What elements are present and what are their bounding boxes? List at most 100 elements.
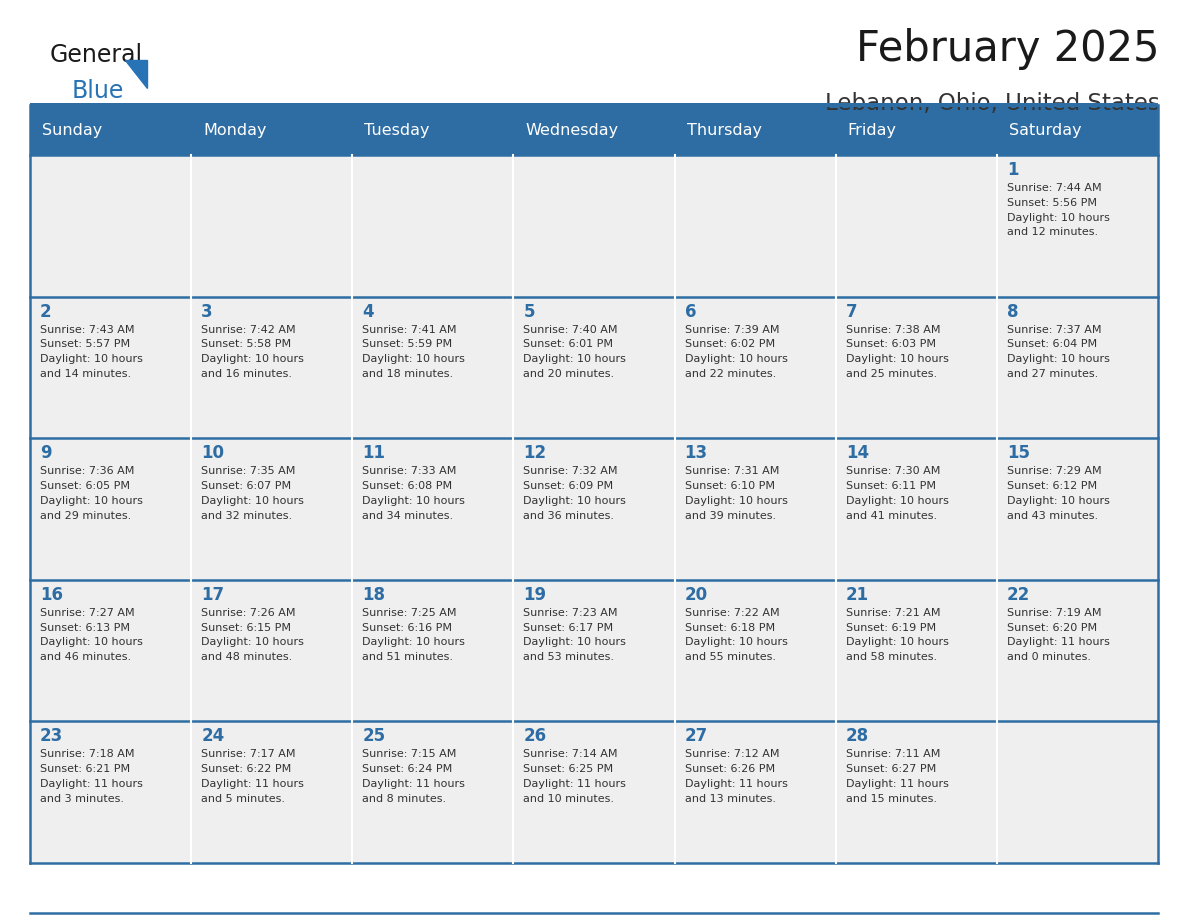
Text: Sunrise: 7:30 AM
Sunset: 6:11 PM
Daylight: 10 hours
and 41 minutes.: Sunrise: 7:30 AM Sunset: 6:11 PM Dayligh… <box>846 466 948 521</box>
Bar <box>191 438 353 580</box>
Text: 23: 23 <box>40 727 63 745</box>
Bar <box>997 297 1158 438</box>
Text: 20: 20 <box>684 586 708 604</box>
Text: Sunrise: 7:33 AM
Sunset: 6:08 PM
Daylight: 10 hours
and 34 minutes.: Sunrise: 7:33 AM Sunset: 6:08 PM Dayligh… <box>362 466 466 521</box>
Bar <box>835 297 997 438</box>
Bar <box>353 438 513 580</box>
Bar <box>191 297 353 438</box>
Text: 26: 26 <box>524 727 546 745</box>
Bar <box>30 105 1158 155</box>
Text: Sunrise: 7:44 AM
Sunset: 5:56 PM
Daylight: 10 hours
and 12 minutes.: Sunrise: 7:44 AM Sunset: 5:56 PM Dayligh… <box>1007 183 1110 238</box>
Text: 6: 6 <box>684 303 696 320</box>
Text: Sunrise: 7:26 AM
Sunset: 6:15 PM
Daylight: 10 hours
and 48 minutes.: Sunrise: 7:26 AM Sunset: 6:15 PM Dayligh… <box>201 608 304 662</box>
Text: 10: 10 <box>201 444 225 462</box>
Text: Saturday: Saturday <box>1009 122 1081 138</box>
Text: 4: 4 <box>362 303 374 320</box>
Text: Monday: Monday <box>203 122 266 138</box>
Bar <box>30 722 191 863</box>
Text: 22: 22 <box>1007 586 1030 604</box>
Bar <box>513 580 675 722</box>
Text: Sunrise: 7:25 AM
Sunset: 6:16 PM
Daylight: 10 hours
and 51 minutes.: Sunrise: 7:25 AM Sunset: 6:16 PM Dayligh… <box>362 608 466 662</box>
Text: 8: 8 <box>1007 303 1018 320</box>
Text: 28: 28 <box>846 727 868 745</box>
Bar <box>513 438 675 580</box>
Text: Sunrise: 7:15 AM
Sunset: 6:24 PM
Daylight: 11 hours
and 8 minutes.: Sunrise: 7:15 AM Sunset: 6:24 PM Dayligh… <box>362 749 466 804</box>
Bar <box>30 103 1158 107</box>
Text: 16: 16 <box>40 586 63 604</box>
Bar <box>835 722 997 863</box>
Text: 18: 18 <box>362 586 385 604</box>
Bar <box>30 155 191 297</box>
Text: Sunrise: 7:36 AM
Sunset: 6:05 PM
Daylight: 10 hours
and 29 minutes.: Sunrise: 7:36 AM Sunset: 6:05 PM Dayligh… <box>40 466 143 521</box>
Bar <box>191 722 353 863</box>
Bar <box>997 155 1158 297</box>
Text: 12: 12 <box>524 444 546 462</box>
Text: Sunrise: 7:12 AM
Sunset: 6:26 PM
Daylight: 11 hours
and 13 minutes.: Sunrise: 7:12 AM Sunset: 6:26 PM Dayligh… <box>684 749 788 804</box>
Text: 14: 14 <box>846 444 868 462</box>
Text: Sunrise: 7:35 AM
Sunset: 6:07 PM
Daylight: 10 hours
and 32 minutes.: Sunrise: 7:35 AM Sunset: 6:07 PM Dayligh… <box>201 466 304 521</box>
Text: 5: 5 <box>524 303 535 320</box>
Text: Sunrise: 7:32 AM
Sunset: 6:09 PM
Daylight: 10 hours
and 36 minutes.: Sunrise: 7:32 AM Sunset: 6:09 PM Dayligh… <box>524 466 626 521</box>
Bar <box>513 722 675 863</box>
Text: Sunrise: 7:27 AM
Sunset: 6:13 PM
Daylight: 10 hours
and 46 minutes.: Sunrise: 7:27 AM Sunset: 6:13 PM Dayligh… <box>40 608 143 662</box>
Bar <box>675 438 835 580</box>
Bar <box>353 297 513 438</box>
Text: 2: 2 <box>40 303 51 320</box>
Text: Blue: Blue <box>72 79 125 103</box>
Bar <box>513 155 675 297</box>
Text: Sunrise: 7:29 AM
Sunset: 6:12 PM
Daylight: 10 hours
and 43 minutes.: Sunrise: 7:29 AM Sunset: 6:12 PM Dayligh… <box>1007 466 1110 521</box>
Text: Sunrise: 7:18 AM
Sunset: 6:21 PM
Daylight: 11 hours
and 3 minutes.: Sunrise: 7:18 AM Sunset: 6:21 PM Dayligh… <box>40 749 143 804</box>
Bar <box>191 155 353 297</box>
Polygon shape <box>125 60 147 88</box>
Text: Tuesday: Tuesday <box>365 122 430 138</box>
Bar <box>997 438 1158 580</box>
Text: Sunrise: 7:41 AM
Sunset: 5:59 PM
Daylight: 10 hours
and 18 minutes.: Sunrise: 7:41 AM Sunset: 5:59 PM Dayligh… <box>362 325 466 379</box>
Text: 27: 27 <box>684 727 708 745</box>
Text: 13: 13 <box>684 444 708 462</box>
Text: Sunrise: 7:11 AM
Sunset: 6:27 PM
Daylight: 11 hours
and 15 minutes.: Sunrise: 7:11 AM Sunset: 6:27 PM Dayligh… <box>846 749 948 804</box>
Text: Sunday: Sunday <box>42 122 102 138</box>
Bar <box>835 580 997 722</box>
Bar <box>835 155 997 297</box>
Bar <box>353 722 513 863</box>
Bar <box>513 297 675 438</box>
Bar <box>30 438 191 580</box>
Bar <box>353 580 513 722</box>
Bar <box>30 297 191 438</box>
Bar <box>675 297 835 438</box>
Text: 17: 17 <box>201 586 225 604</box>
Text: Sunrise: 7:23 AM
Sunset: 6:17 PM
Daylight: 10 hours
and 53 minutes.: Sunrise: 7:23 AM Sunset: 6:17 PM Dayligh… <box>524 608 626 662</box>
Text: Sunrise: 7:38 AM
Sunset: 6:03 PM
Daylight: 10 hours
and 25 minutes.: Sunrise: 7:38 AM Sunset: 6:03 PM Dayligh… <box>846 325 948 379</box>
Text: Friday: Friday <box>848 122 897 138</box>
Text: Sunrise: 7:39 AM
Sunset: 6:02 PM
Daylight: 10 hours
and 22 minutes.: Sunrise: 7:39 AM Sunset: 6:02 PM Dayligh… <box>684 325 788 379</box>
Text: 19: 19 <box>524 586 546 604</box>
Text: 9: 9 <box>40 444 51 462</box>
Bar <box>997 580 1158 722</box>
Text: General: General <box>50 43 143 67</box>
Bar <box>191 580 353 722</box>
Text: 21: 21 <box>846 586 868 604</box>
Bar <box>675 722 835 863</box>
Text: Wednesday: Wednesday <box>525 122 619 138</box>
Text: Sunrise: 7:40 AM
Sunset: 6:01 PM
Daylight: 10 hours
and 20 minutes.: Sunrise: 7:40 AM Sunset: 6:01 PM Dayligh… <box>524 325 626 379</box>
Text: Sunrise: 7:21 AM
Sunset: 6:19 PM
Daylight: 10 hours
and 58 minutes.: Sunrise: 7:21 AM Sunset: 6:19 PM Dayligh… <box>846 608 948 662</box>
Text: Thursday: Thursday <box>687 122 762 138</box>
Text: Sunrise: 7:31 AM
Sunset: 6:10 PM
Daylight: 10 hours
and 39 minutes.: Sunrise: 7:31 AM Sunset: 6:10 PM Dayligh… <box>684 466 788 521</box>
Bar <box>353 155 513 297</box>
Text: Sunrise: 7:19 AM
Sunset: 6:20 PM
Daylight: 11 hours
and 0 minutes.: Sunrise: 7:19 AM Sunset: 6:20 PM Dayligh… <box>1007 608 1110 662</box>
Bar <box>30 580 191 722</box>
Bar <box>675 580 835 722</box>
Text: Sunrise: 7:14 AM
Sunset: 6:25 PM
Daylight: 11 hours
and 10 minutes.: Sunrise: 7:14 AM Sunset: 6:25 PM Dayligh… <box>524 749 626 804</box>
Text: Sunrise: 7:37 AM
Sunset: 6:04 PM
Daylight: 10 hours
and 27 minutes.: Sunrise: 7:37 AM Sunset: 6:04 PM Dayligh… <box>1007 325 1110 379</box>
Text: 3: 3 <box>201 303 213 320</box>
Text: Lebanon, Ohio, United States: Lebanon, Ohio, United States <box>826 92 1159 115</box>
Text: February 2025: February 2025 <box>857 28 1159 70</box>
Text: Sunrise: 7:17 AM
Sunset: 6:22 PM
Daylight: 11 hours
and 5 minutes.: Sunrise: 7:17 AM Sunset: 6:22 PM Dayligh… <box>201 749 304 804</box>
Text: 25: 25 <box>362 727 385 745</box>
Text: 7: 7 <box>846 303 858 320</box>
Text: 1: 1 <box>1007 161 1018 179</box>
Text: Sunrise: 7:42 AM
Sunset: 5:58 PM
Daylight: 10 hours
and 16 minutes.: Sunrise: 7:42 AM Sunset: 5:58 PM Dayligh… <box>201 325 304 379</box>
Text: 15: 15 <box>1007 444 1030 462</box>
Text: Sunrise: 7:22 AM
Sunset: 6:18 PM
Daylight: 10 hours
and 55 minutes.: Sunrise: 7:22 AM Sunset: 6:18 PM Dayligh… <box>684 608 788 662</box>
Text: 24: 24 <box>201 727 225 745</box>
